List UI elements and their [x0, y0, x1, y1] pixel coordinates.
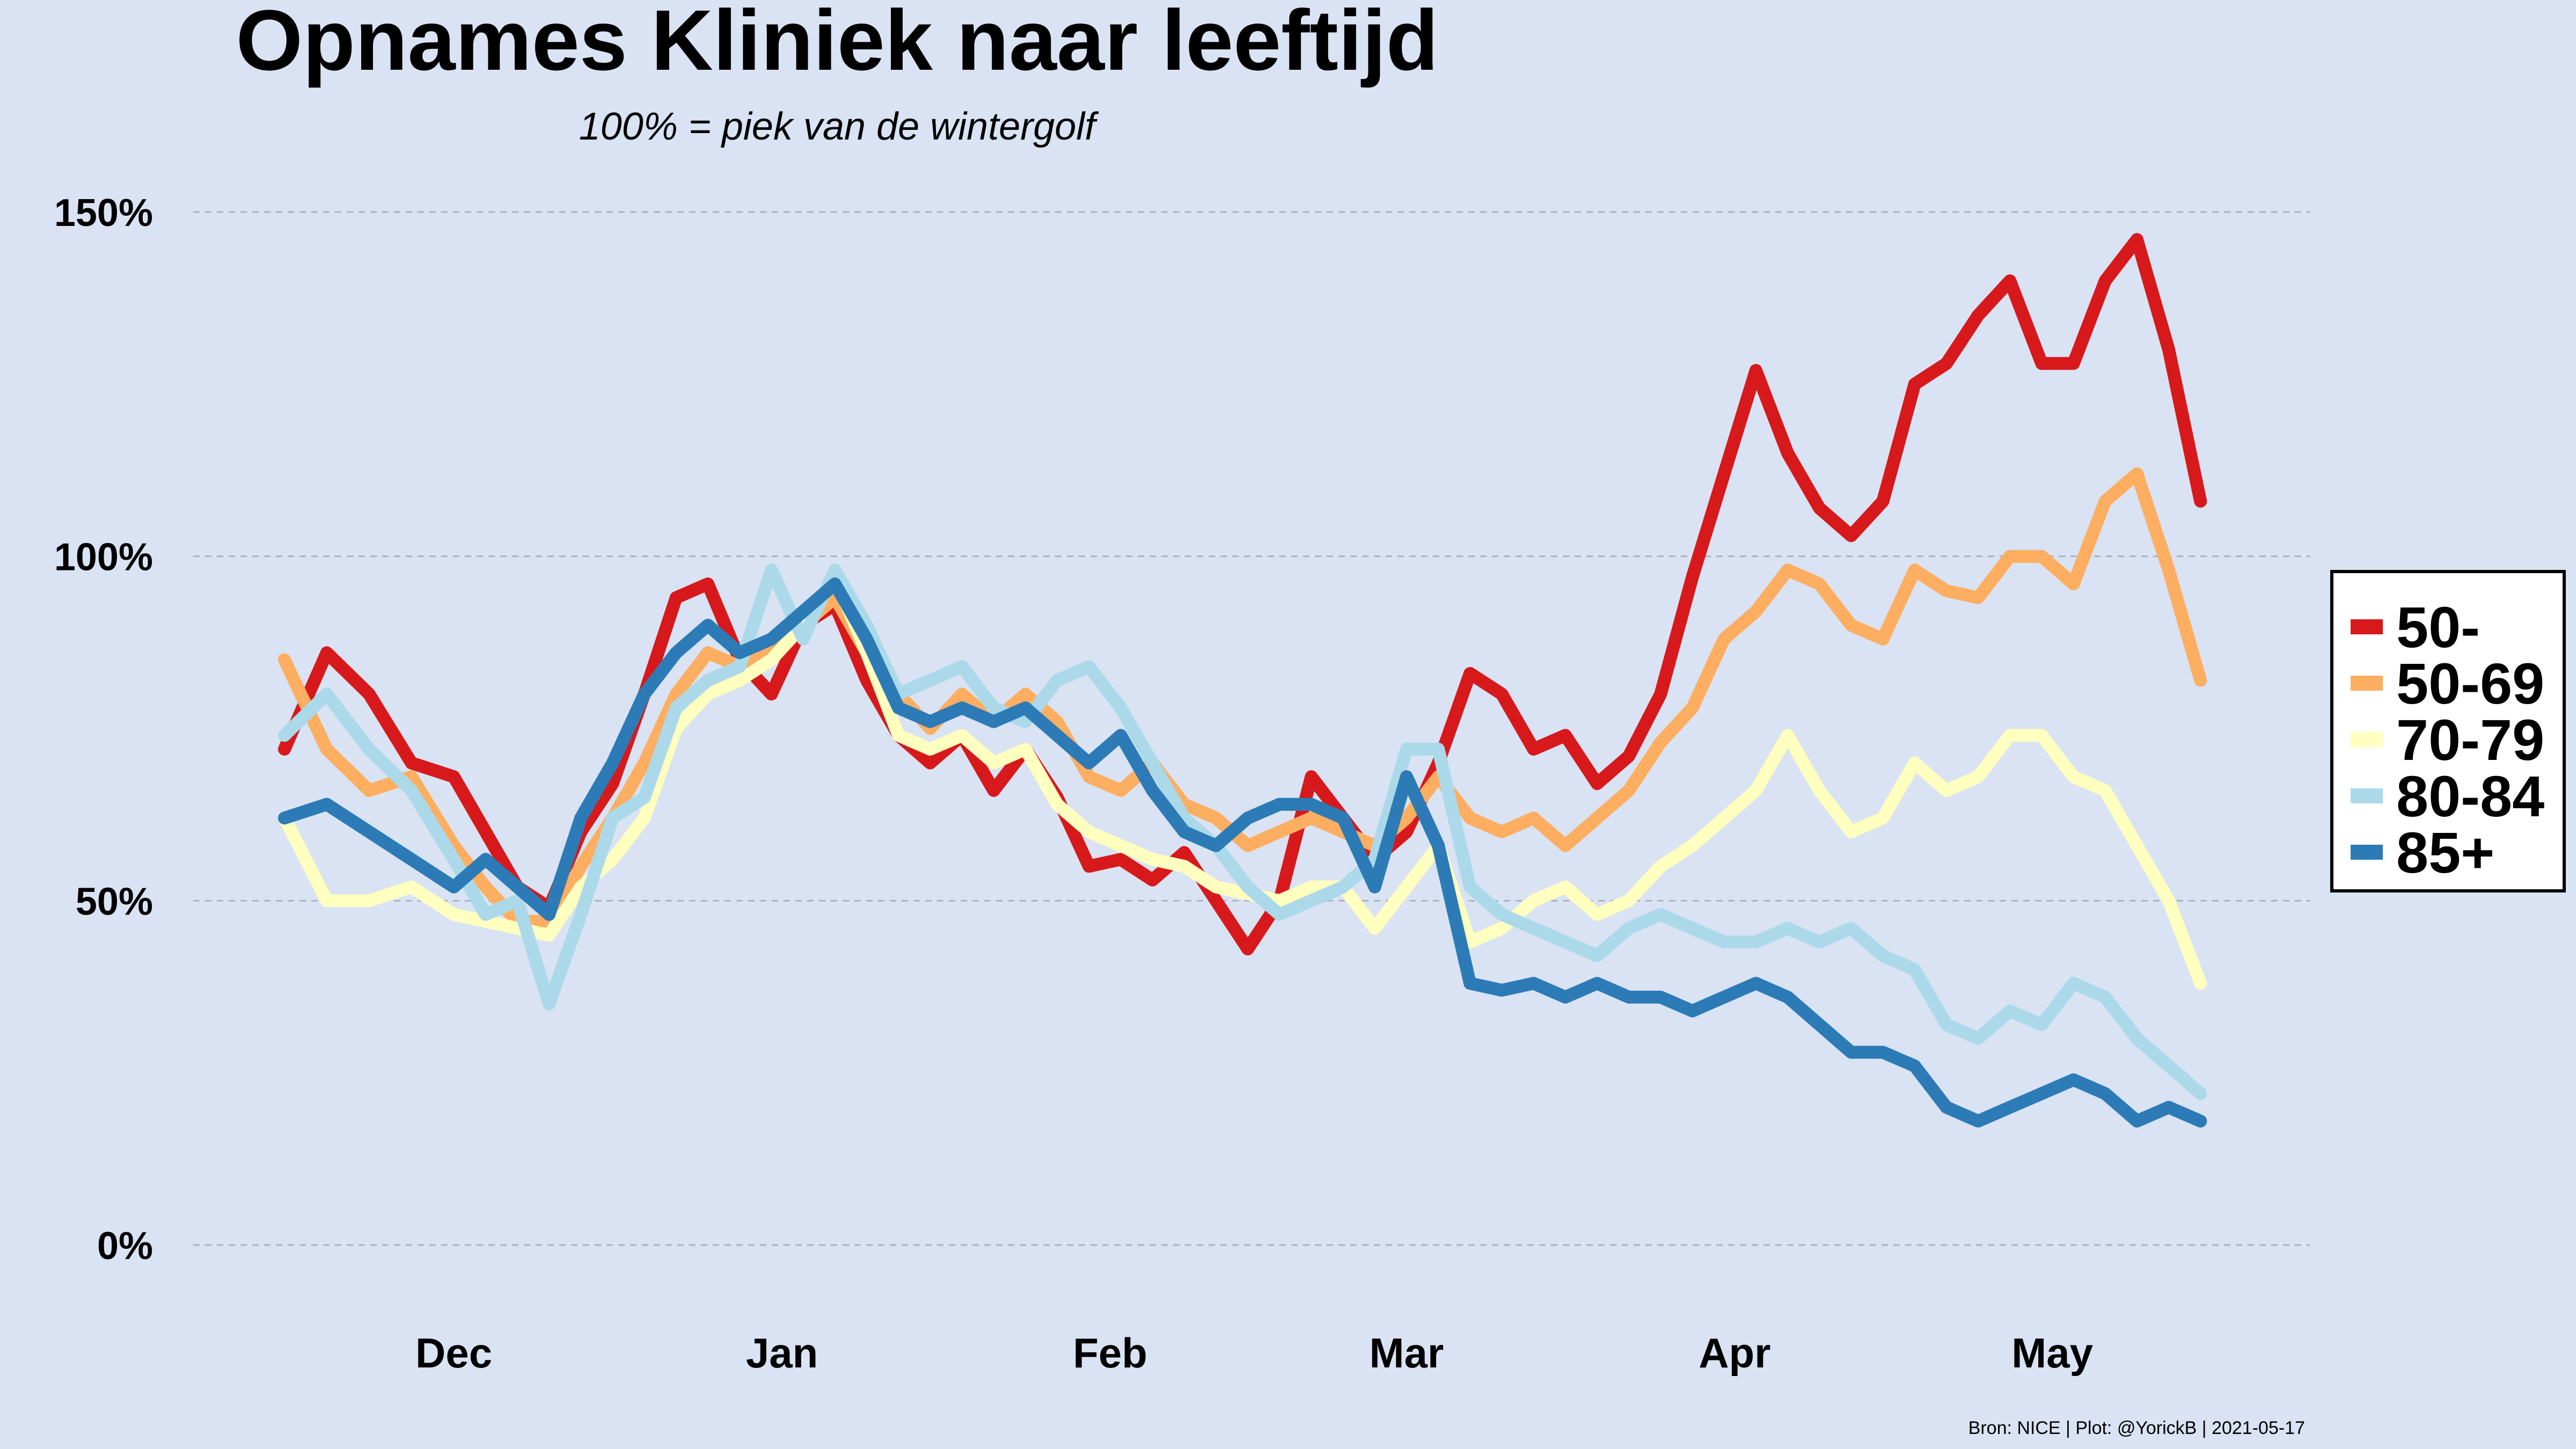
y-tick-label: 150% [54, 192, 153, 235]
legend-label: 80-84 [2396, 764, 2544, 829]
legend-label: 70-79 [2396, 707, 2544, 772]
y-tick-label: 100% [54, 536, 153, 579]
source-caption: Bron: NICE | Plot: @YorickB | 2021-05-17 [1968, 1418, 2305, 1438]
legend-label: 50- [2396, 595, 2480, 660]
chart-subtitle: 100% = piek van de wintergolf [579, 105, 1100, 148]
x-tick-label: May [2011, 1329, 2093, 1377]
chart-title: Opnames Kliniek naar leeftijd [236, 0, 1439, 88]
x-tick-label: Apr [1699, 1329, 1770, 1377]
series-line-80-84 [278, 564, 2207, 1100]
series-lines [278, 233, 2207, 1128]
legend-label: 50-69 [2396, 651, 2544, 716]
legend-label: 85+ [2396, 820, 2494, 885]
x-tick-label: Mar [1370, 1329, 1444, 1377]
x-tick-label: Feb [1073, 1329, 1147, 1377]
y-axis-ticks: 0% 50% 100% 150% [54, 192, 153, 1268]
y-tick-label: 0% [97, 1225, 153, 1268]
series-line-85+ [278, 577, 2207, 1128]
grid-lines [193, 211, 2310, 1246]
x-tick-label: Dec [415, 1329, 492, 1377]
y-tick-label: 50% [76, 880, 153, 923]
x-tick-label: Jan [746, 1329, 818, 1377]
x-axis-ticks: Dec Jan Feb Mar Apr May [415, 1329, 2093, 1377]
series-line-50-69 [278, 467, 2207, 928]
